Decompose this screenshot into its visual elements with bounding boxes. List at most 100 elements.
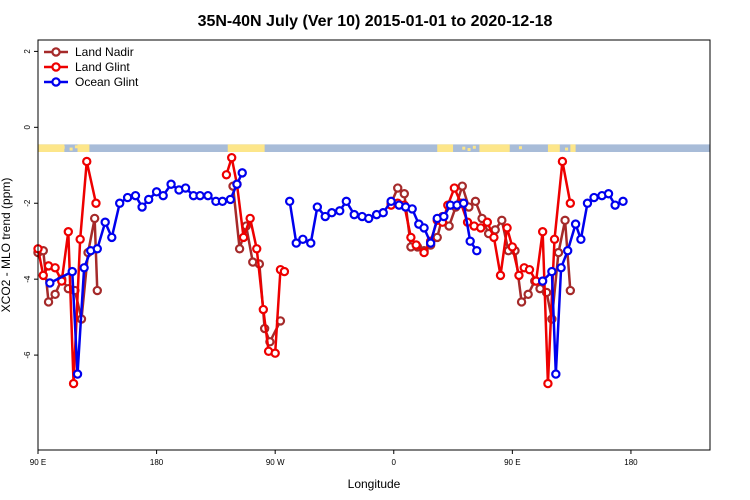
series-layer [33, 152, 628, 389]
data-point [449, 183, 460, 193]
legend-marker [51, 62, 61, 72]
data-point [482, 217, 493, 227]
data-point [63, 227, 74, 237]
data-point [298, 234, 308, 245]
land-band-segment [479, 144, 510, 152]
land-speck [69, 147, 73, 151]
data-point [75, 234, 85, 245]
data-point [221, 170, 232, 180]
y-tick-label: 2 [23, 49, 32, 54]
chart-title: 35N-40N July (Ver 10) 2015-01-01 to 2020… [198, 13, 553, 30]
y-tick-label: -2 [23, 199, 32, 207]
legend-item: Land Glint [44, 60, 130, 74]
data-point [79, 263, 89, 273]
data-point [507, 242, 518, 252]
data-point [50, 289, 60, 300]
legend-label: Land Glint [75, 60, 130, 74]
data-point [320, 211, 330, 222]
land-speck [472, 145, 476, 149]
data-point [386, 196, 396, 207]
data-point [38, 270, 48, 281]
data-point [284, 196, 295, 207]
x-tick-label: 90 W [266, 458, 285, 467]
data-point [217, 196, 228, 207]
data-point [45, 278, 55, 288]
data-point [399, 189, 410, 199]
data-point [560, 215, 570, 226]
data-point [234, 244, 245, 254]
x-axis: 90 E 180 90 W 0 90 E 180 [30, 450, 638, 467]
data-point [457, 181, 467, 191]
x-tick-label: 90 E [30, 458, 46, 467]
data-point [537, 227, 548, 237]
y-axis: 2 0 -2 -4 -6 [23, 49, 38, 359]
x-tick-label: 90 E [504, 458, 520, 467]
data-point [92, 244, 102, 254]
data-point [82, 156, 92, 167]
data-point [514, 270, 524, 281]
data-point [279, 266, 290, 277]
data-point [327, 208, 337, 218]
data-point [67, 266, 77, 277]
data-point [419, 247, 429, 258]
legend-marker [51, 47, 61, 57]
data-point [465, 236, 475, 246]
land-speck [565, 147, 569, 151]
data-point [291, 238, 301, 248]
data-point [523, 289, 533, 300]
data-point [312, 202, 323, 212]
data-point [407, 204, 417, 214]
data-point [130, 190, 141, 201]
data-point [497, 215, 507, 226]
data-point [100, 217, 110, 227]
land-band-segment [227, 144, 265, 152]
y-axis-label: XCO2 - MLO trend (ppm) [0, 178, 13, 313]
data-point [238, 232, 249, 243]
data-point [565, 285, 576, 296]
data-point [166, 179, 176, 189]
data-point [43, 297, 54, 307]
land-speck [74, 145, 78, 149]
data-point [432, 232, 442, 243]
data-point [114, 198, 125, 208]
land-band-segment [547, 144, 560, 152]
land-band-segment [437, 144, 454, 152]
data-point [180, 183, 191, 193]
data-point [341, 196, 352, 207]
land-speck [499, 147, 503, 151]
land-ocean-band [38, 144, 710, 152]
data-point [439, 211, 449, 222]
data-point [553, 247, 564, 258]
data-point [364, 213, 374, 224]
series-line [288, 200, 478, 252]
data-point [570, 219, 581, 229]
data-point [237, 168, 247, 178]
data-point [425, 238, 436, 248]
legend-marker [51, 77, 61, 87]
x-axis-label: Longitude [348, 477, 401, 491]
data-point [502, 223, 512, 233]
data-point [143, 194, 154, 205]
x-tick-label: 0 [392, 458, 397, 467]
land-band-segment [570, 144, 576, 152]
data-point [68, 378, 79, 389]
legend-label: Land Nadir [75, 45, 134, 59]
data-point [91, 198, 101, 208]
data-point [252, 244, 262, 254]
data-point [419, 223, 429, 233]
data-point [306, 238, 316, 248]
land-speck [518, 146, 522, 150]
data-point [557, 156, 568, 167]
data-point [232, 179, 242, 189]
data-point [458, 198, 469, 208]
data-point [349, 209, 359, 220]
data-point [565, 198, 576, 208]
legend-item: Ocean Glint [44, 75, 139, 89]
x-tick-label: 180 [150, 458, 164, 467]
legend-item: Land Nadir [44, 45, 134, 59]
data-point [603, 189, 614, 199]
data-point [137, 202, 147, 212]
land-band-segment [38, 144, 65, 152]
